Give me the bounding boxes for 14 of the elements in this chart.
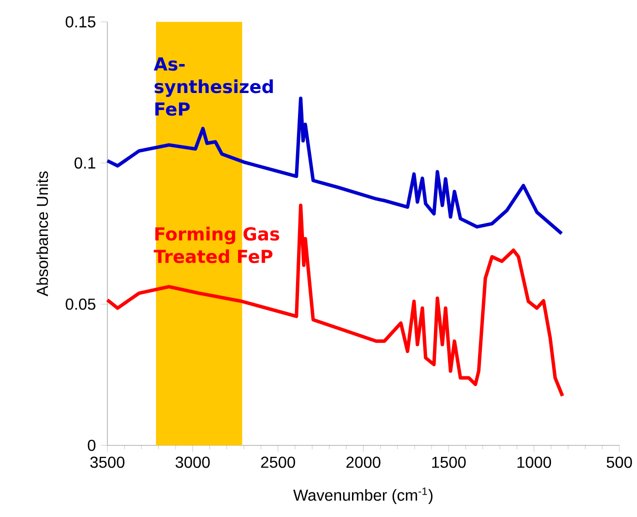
y-tick-label: 0.1 [74, 157, 96, 169]
x-tick-label: 3000 [176, 456, 210, 468]
x-tick-label: 3500 [90, 456, 124, 468]
x-tick-label: 1500 [432, 456, 466, 468]
y-tick-label: 0.05 [66, 298, 96, 310]
x-tick-label: 2500 [261, 456, 296, 468]
y-axis-title: Absorbance Units [36, 171, 48, 296]
y-tick-label: 0.15 [66, 16, 96, 28]
x-tick-label: 1000 [517, 456, 552, 468]
x-tick-label: 2000 [346, 456, 380, 468]
line-series [106, 204, 564, 398]
y-tick-label: 0 [88, 440, 96, 451]
x-axis-title: Wavenumber (cm$^{-1}$) [293, 488, 432, 504]
x-tick-label: 500 [606, 456, 632, 468]
